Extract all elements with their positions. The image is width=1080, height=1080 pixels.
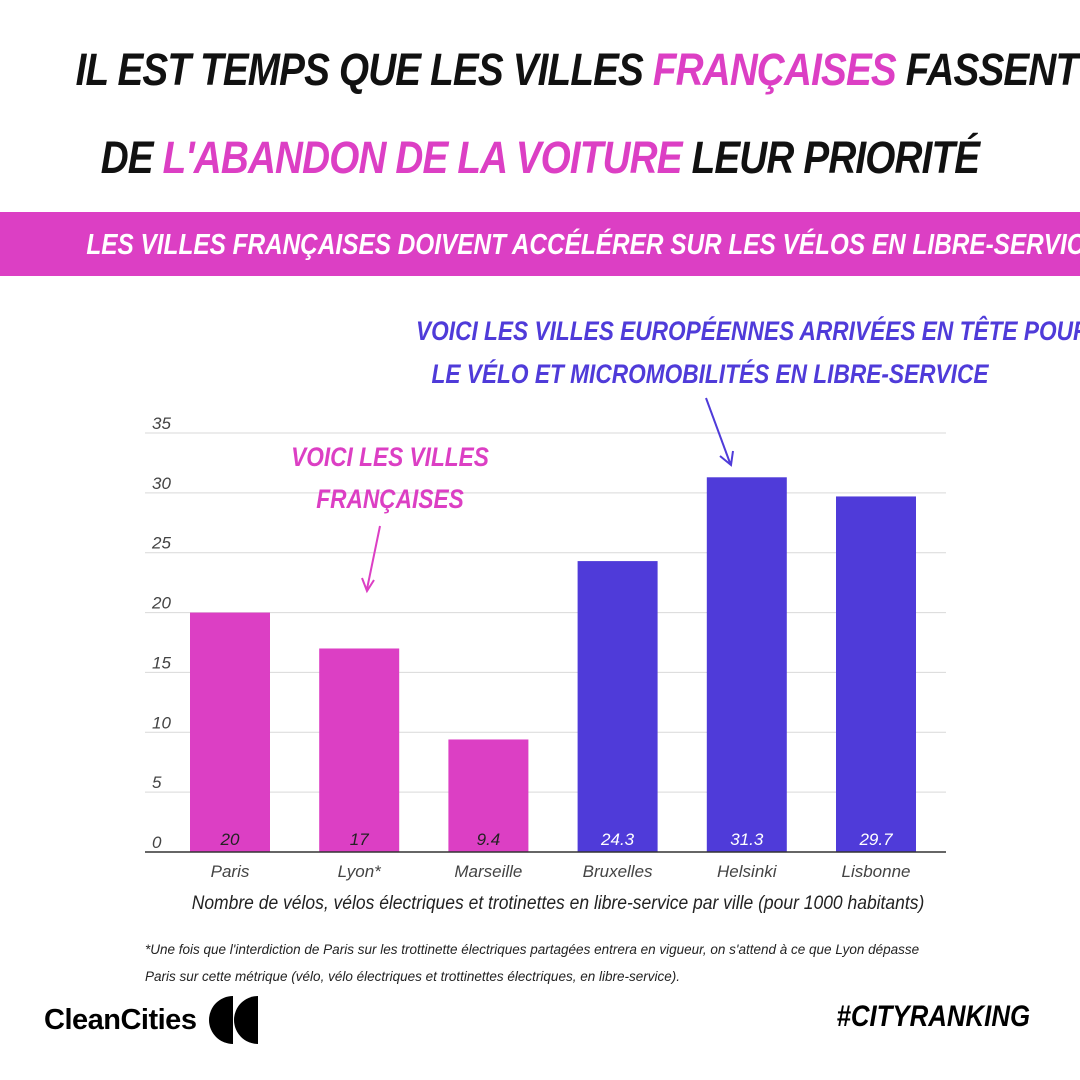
- bar-bruxelles: [577, 561, 658, 852]
- grid-layer: [145, 432, 946, 793]
- y-tick-label: 5: [152, 773, 162, 792]
- x-axis-title: Nombre de vélos, vélos électriques et tr…: [191, 893, 925, 914]
- clean-cities-logo: CleanCities: [44, 995, 260, 1045]
- x-category-label: Lyon*: [338, 862, 383, 881]
- bar-value-label: 20: [220, 830, 240, 849]
- footnote: *Une fois que l'interdiction de Paris su…: [145, 936, 1005, 990]
- bar-paris: [190, 612, 270, 852]
- bar-layer: [190, 477, 916, 852]
- bar-lyon: [319, 648, 400, 852]
- footnote-line-1: *Une fois que l'interdiction de Paris su…: [145, 942, 920, 957]
- callout-european-cities: VOICI LES VILLES EUROPÉENNES ARRIVÉES EN…: [416, 310, 1080, 396]
- x-category-label: Bruxelles: [583, 862, 653, 881]
- y-tick-label: 10: [152, 713, 171, 732]
- headline-line-2: DE L'ABANDON DE LA VOITURE LEUR PRIORITÉ: [76, 132, 1005, 184]
- callout-european-line-1: VOICI LES VILLES EUROPÉENNES ARRIVÉES EN…: [416, 316, 1080, 346]
- bar-value-label: 9.4: [477, 830, 501, 849]
- callout-french-cities: VOICI LES VILLES FRANÇAISES: [264, 436, 516, 520]
- y-tick-label: 20: [151, 594, 171, 613]
- bar-value-label: 24.3: [600, 830, 635, 849]
- arrow-european-shaft: [705, 397, 731, 464]
- x-category-label: Paris: [211, 862, 250, 881]
- headline-text: DE: [100, 132, 163, 183]
- arrow-french-head: [361, 577, 375, 594]
- callout-french-line-2: FRANÇAISES: [316, 484, 464, 514]
- bar-helsinki: [706, 477, 787, 852]
- bar-marseille: [448, 739, 529, 852]
- arrow-european: [705, 397, 734, 467]
- bar-lisbonne: [836, 496, 916, 852]
- headline-highlight: L'ABANDON DE LA VOITURE: [162, 132, 683, 183]
- y-tick-layer: 0 5 10 15 20 25 30 35: [151, 414, 171, 852]
- headline-text: LEUR PRIORITÉ: [681, 132, 981, 183]
- subtitle-banner: LES VILLES FRANÇAISES DOIVENT ACCÉLÉRER …: [0, 212, 1080, 276]
- y-tick-label: 0: [152, 833, 162, 852]
- headline-text: IL EST TEMPS QUE LES VILLES: [75, 44, 653, 95]
- headline-text: FASSENT: [895, 44, 1079, 95]
- callout-french-line-1: VOICI LES VILLES: [291, 442, 489, 472]
- bar-value-label: 17: [350, 830, 369, 849]
- label-layer: 20 Paris 17 Lyon* 9.4 Marseille 24.3 Bruxelles 3…: [211, 830, 911, 881]
- arrow-french: [361, 525, 381, 594]
- arrow-french-shaft: [366, 525, 381, 590]
- y-tick-label: 30: [152, 474, 171, 493]
- bar-value-label: 31.3: [730, 830, 764, 849]
- headline-line-1: IL EST TEMPS QUE LES VILLES FRANÇAISES F…: [75, 44, 1079, 96]
- callout-european-line-2: LE VÉLO ET MICROMOBILITÉS EN LIBRE-SERVI…: [431, 359, 989, 389]
- x-category-label: Marseille: [454, 862, 522, 881]
- double-quote-mark-icon: [209, 996, 259, 1044]
- y-tick-label: 25: [151, 534, 171, 553]
- footnote-line-2: Paris sur cette métrique (vélo, vélo éle…: [145, 969, 680, 984]
- y-tick-label: 35: [152, 414, 171, 433]
- headline-highlight: FRANÇAISES: [652, 44, 897, 95]
- bar-value-label: 29.7: [858, 830, 893, 849]
- x-category-label: Helsinki: [717, 862, 778, 881]
- hashtag: #CITYRANKING: [836, 1000, 1030, 1033]
- logo-text: CleanCities: [44, 1003, 197, 1036]
- subtitle-banner-text: LES VILLES FRANÇAISES DOIVENT ACCÉLÉRER …: [86, 229, 1080, 261]
- x-category-label: Lisbonne: [841, 862, 910, 881]
- y-tick-label: 15: [152, 653, 171, 672]
- arrow-european-head: [719, 450, 734, 467]
